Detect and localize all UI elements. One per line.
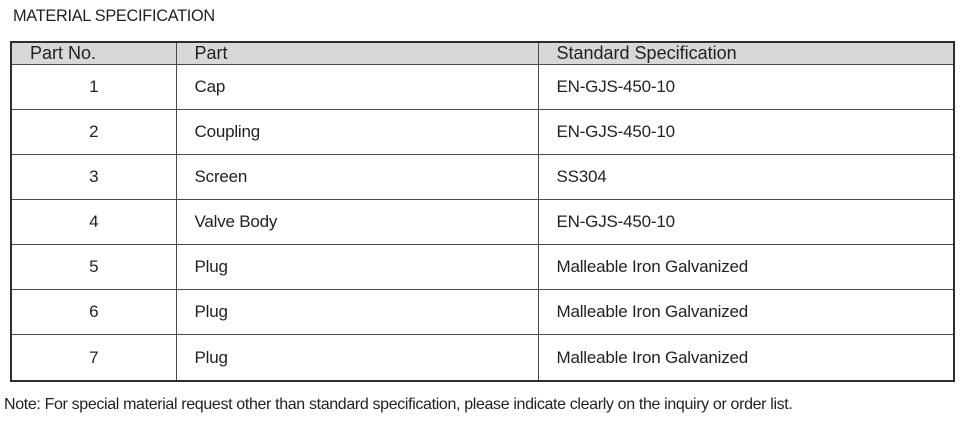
table-row: 7 Plug Malleable Iron Galvanized [10,334,955,382]
cell-part-no: 3 [10,154,177,201]
cell-spec: EN-GJS-450-10 [537,109,955,156]
cell-part: Cap [175,63,539,111]
cell-part-no: 1 [10,63,177,111]
table-row: 1 Cap EN-GJS-450-10 [10,63,955,111]
cell-spec: Malleable Iron Galvanized [537,244,955,291]
cell-part: Plug [175,244,539,291]
table-row: 2 Coupling EN-GJS-450-10 [10,109,955,156]
cell-part: Plug [175,289,539,336]
col-header-part-no: Part No. [10,41,177,65]
cell-spec: EN-GJS-450-10 [537,199,955,246]
table-row: 3 Screen SS304 [10,154,955,201]
cell-spec: SS304 [537,154,955,201]
cell-spec: Malleable Iron Galvanized [537,334,955,382]
page-title: MATERIAL SPECIFICATION [13,6,215,25]
cell-part-no: 4 [10,199,177,246]
cell-part-no: 5 [10,244,177,291]
material-spec-table: Part No. Part Standard Specification 1 C… [10,41,955,382]
cell-part: Valve Body [175,199,539,246]
col-header-part: Part [175,41,539,65]
cell-spec: EN-GJS-450-10 [537,63,955,111]
cell-spec: Malleable Iron Galvanized [537,289,955,336]
cell-part-no: 7 [10,334,177,382]
table-row: 6 Plug Malleable Iron Galvanized [10,289,955,336]
table-header-row: Part No. Part Standard Specification [10,41,955,65]
table-row: 4 Valve Body EN-GJS-450-10 [10,199,955,246]
cell-part: Coupling [175,109,539,156]
table-row: 5 Plug Malleable Iron Galvanized [10,244,955,291]
cell-part-no: 2 [10,109,177,156]
col-header-standard-spec: Standard Specification [537,41,955,65]
note-text: Note: For special material request other… [4,396,793,413]
cell-part: Plug [175,334,539,382]
cell-part: Screen [175,154,539,201]
cell-part-no: 6 [10,289,177,336]
